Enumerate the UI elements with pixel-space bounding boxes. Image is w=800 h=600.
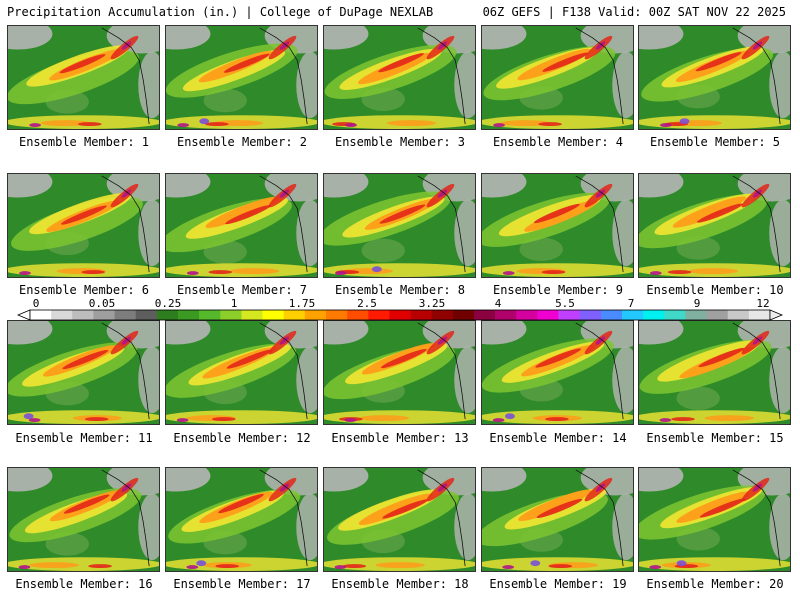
colorbar-max-arrow — [769, 309, 784, 321]
colorbar-swatch — [326, 310, 348, 320]
chart-title: Precipitation Accumulation (in.) | Colle… — [7, 5, 434, 19]
colorbar-tick-label: 12 — [756, 297, 770, 310]
colorbar-swatch — [368, 310, 390, 320]
ensemble-member-map — [638, 320, 791, 425]
colorbar-swatch — [600, 310, 623, 320]
colorbar-swatch — [431, 310, 454, 320]
colorbar-tick-label: 2.5 — [357, 297, 377, 310]
ensemble-member-caption: Ensemble Member: 17 — [173, 577, 311, 591]
ensemble-member-caption: Ensemble Member: 20 — [646, 577, 784, 591]
colorbar-swatch — [579, 310, 602, 320]
ensemble-member-map — [481, 25, 634, 130]
colorbar-swatch — [516, 310, 538, 320]
colorbar-tick-label: 4 — [494, 297, 502, 310]
ensemble-member-caption: Ensemble Member: 15 — [646, 431, 784, 445]
colorbar-swatch — [664, 310, 686, 320]
ensemble-member-caption: Ensemble Member: 6 — [18, 283, 150, 297]
colorbar-swatch — [114, 310, 137, 320]
ensemble-member-caption: Ensemble Member: 11 — [15, 431, 153, 445]
ensemble-member-map — [638, 467, 791, 572]
colorbar-swatch — [72, 310, 94, 320]
ensemble-member-map — [7, 25, 160, 130]
colorbar-swatch — [51, 310, 73, 320]
colorbar-swatch — [389, 310, 411, 320]
colorbar-swatch — [495, 310, 517, 320]
ensemble-member-map — [323, 173, 476, 278]
ensemble-member-map — [323, 320, 476, 425]
colorbar-tick-label: 3.25 — [418, 297, 446, 310]
colorbar-tick-label: 7 — [627, 297, 635, 310]
colorbar-swatch — [178, 310, 200, 320]
colorbar-tick-label: 1.75 — [288, 297, 316, 310]
ensemble-member-map — [7, 173, 160, 278]
colorbar-tick-label: 1 — [230, 297, 238, 310]
ensemble-member-caption: Ensemble Member: 2 — [176, 135, 308, 149]
colorbar-swatch — [622, 310, 644, 320]
model-run-info: 06Z GEFS | F138 Valid: 00Z SAT NOV 22 20… — [482, 5, 786, 19]
colorbar — [16, 309, 784, 321]
colorbar-swatch — [410, 310, 433, 320]
colorbar-tick-label: 0.05 — [88, 297, 116, 310]
ensemble-member-map — [481, 320, 634, 425]
colorbar-swatch — [262, 310, 285, 320]
colorbar-swatch — [727, 310, 750, 320]
ensemble-member-caption: Ensemble Member: 9 — [492, 283, 624, 297]
ensemble-member-map — [481, 467, 634, 572]
ensemble-member-caption: Ensemble Member: 19 — [489, 577, 627, 591]
colorbar-swatch — [199, 310, 221, 320]
colorbar-swatch — [135, 310, 158, 320]
ensemble-member-caption: Ensemble Member: 14 — [489, 431, 627, 445]
colorbar-tick-label: 0 — [32, 297, 40, 310]
colorbar-swatch — [30, 310, 52, 320]
ensemble-member-caption: Ensemble Member: 1 — [18, 135, 150, 149]
colorbar-tick-label: 0.25 — [154, 297, 182, 310]
ensemble-member-map — [165, 173, 318, 278]
ensemble-member-caption: Ensemble Member: 16 — [15, 577, 153, 591]
ensemble-member-map — [323, 467, 476, 572]
colorbar-tick-label: 5.5 — [555, 297, 575, 310]
colorbar-swatch — [283, 310, 306, 320]
ensemble-member-map — [481, 173, 634, 278]
ensemble-member-map — [165, 320, 318, 425]
ensemble-member-map — [638, 25, 791, 130]
ensemble-member-map — [165, 25, 318, 130]
ensemble-member-map — [165, 467, 318, 572]
ensemble-member-caption: Ensemble Member: 12 — [173, 431, 311, 445]
colorbar-swatch — [304, 310, 327, 320]
colorbar-tick-label: 9 — [693, 297, 701, 310]
ensemble-member-caption: Ensemble Member: 8 — [334, 283, 466, 297]
ensemble-member-caption: Ensemble Member: 5 — [649, 135, 781, 149]
colorbar-swatch — [706, 310, 729, 320]
colorbar-swatch — [156, 310, 179, 320]
ensemble-member-map — [323, 25, 476, 130]
ensemble-member-map — [638, 173, 791, 278]
colorbar-swatch — [558, 310, 581, 320]
ensemble-member-caption: Ensemble Member: 3 — [334, 135, 466, 149]
colorbar-swatch — [241, 310, 263, 320]
colorbar-swatch — [474, 310, 496, 320]
colorbar-swatch — [220, 310, 242, 320]
colorbar-swatch — [347, 310, 369, 320]
colorbar-swatch — [748, 310, 771, 320]
colorbar-swatch — [643, 310, 665, 320]
colorbar-swatch — [93, 310, 115, 320]
ensemble-member-map — [7, 467, 160, 572]
ensemble-member-caption: Ensemble Member: 4 — [492, 135, 624, 149]
colorbar-swatch — [537, 310, 559, 320]
ensemble-member-caption: Ensemble Member: 7 — [176, 283, 308, 297]
ensemble-member-caption: Ensemble Member: 10 — [646, 283, 784, 297]
ensemble-member-caption: Ensemble Member: 18 — [331, 577, 469, 591]
colorbar-swatch — [685, 310, 707, 320]
colorbar-min-arrow — [16, 309, 31, 321]
ensemble-member-map — [7, 320, 160, 425]
colorbar-swatch — [452, 310, 475, 320]
ensemble-member-caption: Ensemble Member: 13 — [331, 431, 469, 445]
